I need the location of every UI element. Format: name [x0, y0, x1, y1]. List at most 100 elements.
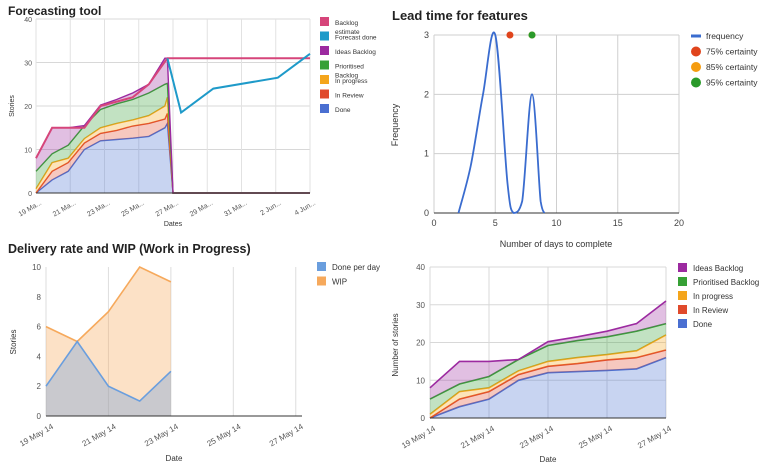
delivery-legend-swatch [317, 262, 326, 271]
forecast-legend-swatch [320, 31, 329, 41]
leadtime-legend-label: 75% certainty [706, 47, 758, 57]
delivery-area [46, 341, 171, 416]
leadtime-legend-label: 95% certainty [706, 78, 758, 88]
forecast-legend-swatch [320, 46, 329, 55]
leadtime-legend-label: frequency [706, 31, 744, 41]
forecast-area [36, 83, 310, 193]
delivery-ytick-label: 6 [37, 323, 42, 332]
leadtime-xtick-label: 5 [493, 218, 498, 228]
stories-xtick-label: 21 May 14 [459, 424, 496, 451]
stories-xtick-label: 27 May 14 [636, 424, 673, 451]
leadtime-xlabel: Number of days to complete [500, 239, 613, 249]
forecast-xtick-label: 25 Ma... [120, 200, 145, 219]
forecast-ytick-label: 10 [24, 148, 32, 155]
delivery-chart: 0 2 4 6 8 10 19 May 14 21 May 14 23 May 14 25 May… [9, 262, 380, 463]
leadtime-certainty-marker [528, 31, 536, 39]
stories-series-line [429, 334, 667, 415]
forecast-xtick-label: 23 Ma... [86, 200, 111, 219]
forecast-ylabel: Stories [9, 95, 16, 117]
delivery-legend-swatch [317, 276, 326, 286]
stories-ytick-label: 30 [416, 301, 425, 310]
leadtime-xtick-label: 15 [613, 218, 623, 228]
stories-ytick-label: 20 [416, 339, 425, 348]
stories-series-line [429, 322, 667, 400]
forecast-xtick-label: 19 Ma... [18, 200, 43, 219]
forecast-line-series [35, 57, 310, 159]
forecast-chart-title: Forecasting tool [8, 4, 102, 18]
forecast-xtick-label: 4 Jun... [294, 200, 317, 218]
stories-legend-label: In Review [693, 306, 728, 315]
stories-legend-label: Ideas Backlog [693, 264, 743, 273]
forecast-legend-label: Ideas Backlog [335, 49, 376, 56]
stories-legend-swatch [678, 305, 687, 314]
stories-series-line [429, 349, 667, 419]
forecast-chart-panel: Forecasting tool 0 10 20 30 40 19 Ma... 21 Ma.… [0, 0, 384, 235]
forecast-ytick-label: 0 [28, 191, 32, 198]
stories-legend-swatch [678, 319, 687, 328]
forecast-legend-label: Done [335, 107, 351, 114]
stories-legend-swatch [678, 277, 687, 286]
leadtime-legend-swatch [691, 77, 701, 88]
forecast-line-series [166, 52, 311, 115]
stories-chart-panel: 0 10 20 30 40 19 May 14 21 May 14 23 May 14 25 M… [384, 255, 768, 470]
stories-legend-swatch [678, 263, 687, 272]
delivery-area [46, 267, 171, 416]
forecast-legend-label: Backlog [335, 73, 359, 80]
stories-chart: 0 10 20 30 40 19 May 14 21 May 14 23 May 14 25 M… [391, 263, 759, 464]
delivery-ytick-label: 8 [37, 293, 42, 302]
delivery-chart-panel: Delivery rate and WIP (Work in Progress)… [0, 235, 384, 470]
leadtime-certainty-marker [506, 31, 514, 39]
delivery-ytick-label: 10 [32, 263, 41, 272]
forecast-legend-label: In Review [335, 93, 364, 100]
delivery-ytick-label: 2 [37, 382, 42, 391]
stories-area [430, 323, 666, 415]
stories-legend-label: Prioritised Backlog [693, 278, 759, 287]
stories-area [430, 301, 666, 400]
leadtime-chart: 0 1 2 3 0 5 10 15 20 Frequency Number of days to c… [390, 30, 758, 249]
forecast-xtick-label: 2 Jun... [259, 200, 282, 218]
stories-area [430, 334, 666, 418]
stories-ylabel: Number of stories [391, 313, 400, 376]
delivery-xtick-label: 25 May 14 [205, 422, 242, 449]
forecast-legend-label: In progress [335, 78, 368, 85]
delivery-series-line [45, 340, 172, 403]
forecast-legend-swatch [320, 17, 329, 26]
delivery-ylabel: Stories [9, 330, 18, 355]
forecast-legend-swatch [320, 104, 329, 113]
leadtime-legend-label: 85% certainty [706, 62, 758, 72]
stories-xtick-label: 25 May 14 [577, 424, 614, 451]
forecast-chart: 0 10 20 30 40 19 Ma... 21 Ma... 23 Ma... 25 Ma..… [9, 17, 377, 228]
forecast-xtick-label: 29 Ma... [189, 200, 214, 219]
leadtime-chart-panel: Lead time for features 0 1 2 3 0 5 10 15 20 Frequ… [384, 0, 768, 255]
forecast-ytick-label: 30 [24, 61, 32, 68]
stories-xtick-label: 19 May 14 [400, 424, 437, 451]
forecast-legend-label: Backlog [335, 20, 359, 27]
forecast-ytick-label: 40 [24, 17, 32, 24]
delivery-ytick-label: 0 [37, 412, 42, 421]
stories-legend-label: Done [693, 320, 713, 329]
forecast-xtick-label: 31 Ma... [223, 200, 248, 219]
stories-ytick-label: 10 [416, 376, 425, 385]
delivery-xtick-label: 23 May 14 [143, 422, 180, 449]
forecast-legend-swatch [320, 89, 329, 99]
leadtime-ytick-label: 3 [424, 30, 429, 40]
leadtime-xtick-label: 0 [431, 218, 436, 228]
leadtime-xtick-label: 10 [551, 218, 561, 228]
stories-legend-label: In progress [693, 292, 733, 301]
stories-area [430, 350, 666, 418]
delivery-chart-title: Delivery rate and WIP (Work in Progress) [8, 242, 251, 256]
forecast-xlabel: Dates [164, 221, 183, 228]
stories-xlabel: Date [540, 455, 557, 464]
delivery-series-line [45, 265, 172, 343]
stories-area [430, 357, 666, 418]
leadtime-legend-swatch [691, 62, 701, 72]
forecast-legend-swatch [320, 60, 329, 70]
stories-legend-swatch [678, 291, 687, 300]
leadtime-ytick-label: 1 [424, 149, 429, 159]
forecast-legend-label: Prioritised [335, 64, 364, 71]
delivery-xlabel: Date [166, 454, 183, 463]
forecast-legend-label: estimate [335, 29, 360, 36]
leadtime-ytick-label: 0 [424, 208, 429, 218]
delivery-ytick-label: 4 [37, 352, 42, 361]
leadtime-ylabel: Frequency [390, 103, 400, 146]
